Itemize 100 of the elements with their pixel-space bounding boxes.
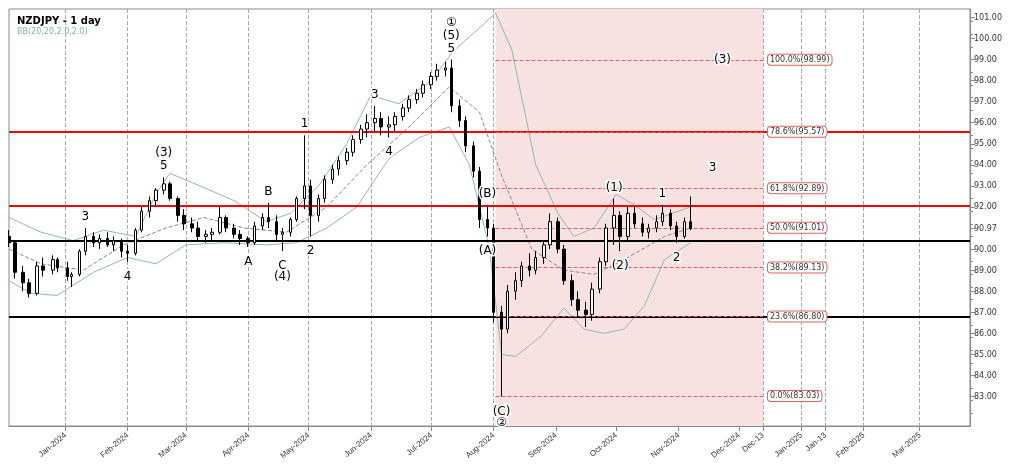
candlestick: [689, 195, 692, 231]
candlestick: [323, 174, 326, 204]
candlestick: [669, 208, 672, 231]
candlestick: [472, 141, 475, 178]
candlestick: [464, 115, 467, 153]
y-tick-label: 97.00: [974, 97, 997, 107]
candlestick: [154, 187, 158, 208]
annotation: A: [244, 253, 254, 268]
candlestick: [421, 80, 425, 98]
ref-line-label: 61.8%(92.89): [769, 183, 825, 193]
annotation: (4): [273, 269, 291, 284]
candlestick: [655, 214, 658, 233]
candlestick: [365, 113, 369, 138]
annotation: 1: [300, 116, 309, 131]
candlestick: [534, 250, 537, 275]
candlestick: [598, 257, 602, 294]
candlestick: [140, 206, 143, 233]
candlestick: [126, 244, 129, 263]
text: NZDJPY - 1 day: [17, 14, 102, 26]
annotation: (5): [442, 27, 460, 42]
candlestick: [444, 61, 447, 77]
candlestick: [331, 164, 334, 185]
candlestick: [190, 217, 194, 233]
ref-line-label: 78.6%(95.57): [769, 127, 825, 137]
annotation: B: [264, 183, 273, 198]
candlestick: [289, 217, 292, 237]
candlestick: [41, 257, 45, 277]
candlestick: [224, 214, 228, 233]
y-tick-label: 90.00: [974, 244, 997, 254]
y-tick-label: 84.00: [974, 370, 997, 380]
candlestick: [317, 193, 320, 223]
candlestick: [21, 265, 25, 292]
candlestick: [182, 208, 186, 231]
annotation: ①: [445, 14, 457, 29]
line-series: [8, 12, 692, 242]
candlestick: [351, 134, 355, 157]
candlestick: [345, 147, 349, 166]
candlestick: [415, 88, 419, 105]
y-tick-label: 93.00: [974, 181, 997, 191]
candlestick: [387, 115, 391, 138]
annotation: 1: [658, 185, 667, 200]
ref-line-label: 50.0%(91.01): [769, 223, 825, 233]
candlestick: [379, 111, 383, 136]
candlestick: [514, 271, 517, 301]
annotation: (3): [714, 52, 732, 67]
annotation: 2: [672, 249, 681, 264]
y-tick-label: 87.00: [974, 307, 997, 317]
candlestick: [359, 124, 363, 145]
candlestick: [295, 195, 298, 223]
annotation: 3: [81, 209, 90, 224]
candlestick: [562, 244, 566, 286]
annotation: (2): [611, 258, 629, 273]
candlestick: [162, 176, 166, 195]
candlestick: [337, 155, 340, 176]
candlestick: [450, 59, 453, 113]
candlestick: [303, 134, 306, 210]
candlestick: [35, 261, 39, 296]
annotation: 2: [306, 243, 315, 258]
candlestick: [261, 212, 264, 231]
candlestick: [373, 105, 377, 132]
annotation: 5: [447, 40, 456, 55]
candlestick: [267, 202, 270, 229]
candlestick: [78, 248, 81, 277]
ref-line-label: 23.6%(86.80): [769, 311, 825, 321]
candlestick: [309, 179, 312, 237]
candlestick: [218, 206, 222, 235]
y-tick-label: 88.00: [974, 286, 997, 296]
y-tick-label: 89.00: [974, 265, 997, 275]
annotation: 5: [159, 158, 168, 173]
candlestick: [168, 181, 172, 202]
candlestick: [486, 204, 489, 237]
candlestick: [393, 111, 397, 132]
annotation: 3: [371, 86, 379, 101]
y-tick-label: 85.00: [974, 349, 997, 359]
line-series: [8, 126, 692, 357]
y-tick-label: 101.00: [974, 12, 1002, 22]
candlestick: [520, 261, 523, 288]
candlestick: [528, 252, 531, 277]
y-tick-label: 90.97: [974, 224, 997, 234]
y-tick-label: 92.00: [974, 202, 997, 212]
candlestick: [27, 278, 31, 299]
candlestick: [401, 103, 405, 122]
candlestick: [148, 195, 151, 218]
candlestick: [633, 206, 636, 229]
candlestick: [407, 94, 411, 113]
annotation: (1): [605, 179, 623, 194]
y-tick-label: 83.00: [974, 392, 997, 402]
ref-line-label: 38.2%(89.13): [769, 262, 825, 272]
annotation: 4: [123, 268, 132, 283]
candlestick: [458, 99, 461, 128]
y-tick-label: 96.00: [974, 118, 997, 128]
ref-line-label: 0.0%(83.03): [769, 391, 820, 401]
y-tick-label: 94.00: [974, 160, 997, 170]
candlestick: [661, 204, 664, 227]
candlestick: [51, 254, 55, 275]
candlestick: [429, 71, 433, 90]
annotation: 3: [708, 160, 717, 175]
candlestick: [176, 195, 180, 223]
y-tick-label: 98.00: [974, 76, 997, 86]
annotation: 4: [385, 144, 393, 159]
